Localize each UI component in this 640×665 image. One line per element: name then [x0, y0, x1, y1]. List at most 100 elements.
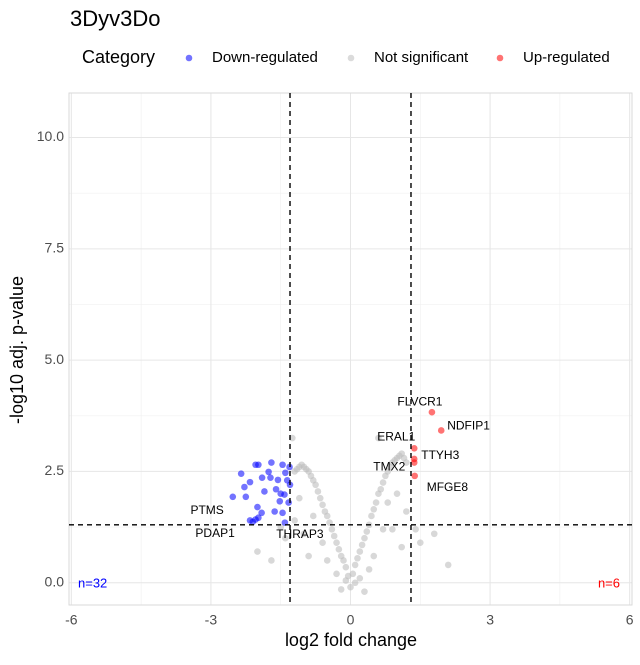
point: [309, 512, 317, 520]
point: [333, 570, 340, 578]
point: [333, 539, 340, 546]
point: [437, 427, 445, 434]
point: [282, 469, 289, 477]
point: [410, 459, 418, 466]
point: [291, 517, 298, 524]
point: [379, 526, 387, 533]
point: [276, 497, 284, 505]
point: [337, 552, 345, 560]
point: [279, 509, 286, 517]
point: [377, 485, 385, 493]
point: [265, 468, 272, 476]
point: [356, 574, 364, 582]
point: [268, 557, 275, 564]
point: [370, 552, 378, 560]
point: [254, 503, 261, 511]
point: [271, 508, 278, 515]
x-tick-label: 0: [347, 612, 355, 628]
x-tick-label: -6: [65, 612, 78, 628]
point: [351, 561, 359, 569]
point: [330, 532, 338, 540]
point: [368, 512, 375, 520]
point: [261, 488, 268, 495]
point: [300, 530, 308, 538]
point: [389, 526, 396, 533]
point: [254, 548, 261, 555]
point: [375, 434, 382, 442]
point: [305, 552, 312, 560]
point: [370, 505, 378, 513]
point: [347, 583, 354, 591]
point: [267, 474, 274, 481]
point: [342, 563, 350, 571]
legend-swatch: [496, 54, 504, 62]
point: [249, 518, 257, 526]
point: [277, 490, 285, 497]
point-label: ERAL1: [377, 429, 415, 443]
chart-title: 3Dyv3Do: [70, 6, 160, 31]
point: [379, 479, 387, 486]
point: [412, 526, 419, 533]
point: [237, 470, 245, 477]
point: [335, 546, 343, 553]
point: [241, 483, 248, 491]
point-label: NDFIP1: [447, 419, 490, 433]
x-axis-label: log2 fold change: [285, 630, 417, 650]
point: [410, 444, 418, 452]
point: [356, 548, 364, 555]
y-tick-label: 7.5: [45, 240, 65, 256]
point: [328, 526, 336, 533]
point: [255, 461, 262, 469]
point-label: TMX2: [373, 460, 405, 474]
point-label: MFGE8: [427, 480, 469, 494]
x-tick-label: -3: [205, 612, 218, 628]
point: [291, 468, 298, 475]
point: [321, 508, 329, 515]
y-tick-label: 0.0: [45, 573, 65, 589]
point-label: PTMS: [190, 503, 223, 517]
point: [365, 566, 373, 573]
y-tick-label: 10.0: [37, 128, 64, 144]
point-label: THRAP3: [276, 527, 324, 541]
point: [323, 557, 331, 564]
legend-title: Category: [82, 47, 155, 67]
point: [342, 577, 350, 584]
y-tick-label: 5.0: [45, 351, 65, 367]
point: [258, 474, 266, 481]
legend-label: Not significant: [374, 49, 469, 66]
point: [316, 494, 324, 502]
point: [279, 461, 286, 469]
point: [363, 528, 371, 535]
point: [403, 508, 410, 515]
point: [372, 499, 380, 506]
point: [361, 534, 368, 542]
point: [274, 476, 282, 484]
point: [358, 541, 366, 549]
point-label: FLVCR1: [397, 394, 442, 408]
point: [272, 485, 280, 493]
point: [444, 561, 452, 569]
point: [416, 539, 424, 546]
point: [349, 570, 357, 578]
point: [351, 579, 359, 587]
point: [296, 494, 303, 502]
x-tick-label: 6: [626, 612, 634, 628]
point: [282, 534, 289, 542]
point: [354, 554, 361, 562]
point: [319, 539, 326, 546]
legend-label: Up-regulated: [523, 49, 610, 66]
point: [285, 499, 292, 506]
point-label: TTYH3: [421, 448, 459, 462]
point: [258, 509, 265, 517]
point: [314, 488, 322, 495]
point: [361, 588, 368, 595]
point: [411, 472, 419, 480]
point: [398, 543, 405, 551]
legend-swatch: [185, 54, 193, 62]
x-tick-label: 3: [486, 612, 494, 628]
point: [283, 477, 291, 484]
legend-swatch: [347, 54, 355, 62]
point: [428, 408, 436, 416]
point: [229, 493, 237, 501]
